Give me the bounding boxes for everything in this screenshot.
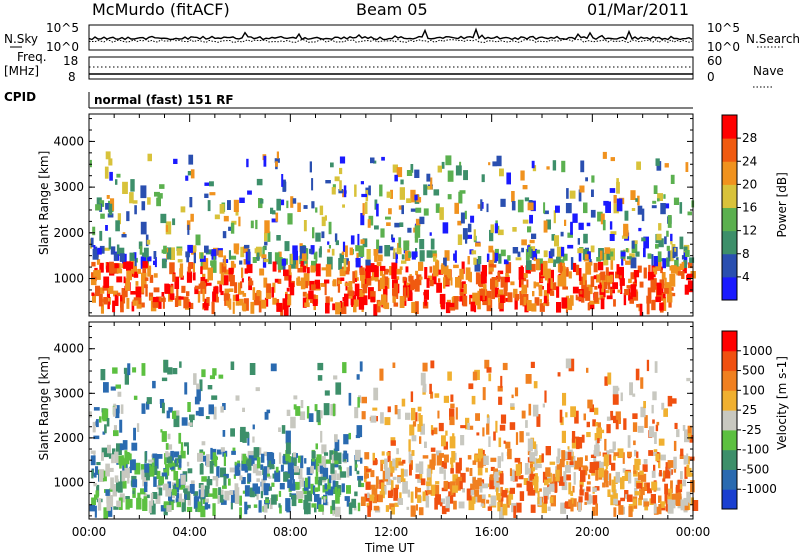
power-cbtick-6: 28 xyxy=(742,131,757,145)
power-ytick-3: 4000 xyxy=(53,134,84,148)
power-cbtick-0: 4 xyxy=(742,270,750,284)
freq-strip: Freq. [MHz] 18 8 60 0 Nave xyxy=(4,50,784,88)
nsky-series xyxy=(88,27,693,41)
velocity-ylabel: Slant Range [km] xyxy=(37,356,51,460)
nsearch-label: N.Search xyxy=(746,32,800,46)
date-title: 01/Mar/2011 xyxy=(587,0,689,19)
power-cbtick-4: 20 xyxy=(742,177,757,191)
beam-title: Beam 05 xyxy=(356,0,428,19)
power-colorbar: 4 8 12 16 20 24 28 Power [dB] xyxy=(721,114,789,301)
velocity-cbtick-1: 500 xyxy=(742,364,765,378)
velocity-cbtick-3: 25 xyxy=(742,403,757,417)
x-axis-label: Time UT xyxy=(364,541,415,554)
xtick-2: 08:00 xyxy=(273,525,308,539)
xtick-6: 00:00 xyxy=(676,525,711,539)
velocity-cblabel: Velocity [m s-1] xyxy=(775,356,789,450)
velocity-ytick-2: 3000 xyxy=(53,386,84,400)
velocity-cbtick-2: 100 xyxy=(742,383,765,397)
nsky-tick-low: 10^0 xyxy=(46,40,79,54)
power-cbtick-3: 16 xyxy=(742,201,757,215)
nsky-strip: N.Sky 10^5 10^0 10^5 10^0 N.Search xyxy=(4,21,800,54)
velocity-cbtick-6: -500 xyxy=(742,462,769,476)
xtick-4: 16:00 xyxy=(474,525,509,539)
power-cblabel: Power [dB] xyxy=(775,172,789,237)
power-heatmap-cells xyxy=(89,151,696,316)
freq-label-2: [MHz] xyxy=(4,64,39,78)
velocity-ytick-0: 1000 xyxy=(53,475,84,489)
power-ylabel: Slant Range [km] xyxy=(37,151,51,255)
velocity-ytick-1: 2000 xyxy=(53,431,84,445)
nave-tick-high: 60 xyxy=(707,54,722,68)
power-cbtick-1: 8 xyxy=(742,247,750,261)
nsky-label: N.Sky xyxy=(4,32,38,46)
xtick-3: 12:00 xyxy=(374,525,409,539)
freq-tick-low: 8 xyxy=(68,70,76,84)
cpid-text: normal (fast) 151 RF xyxy=(94,93,234,107)
nsearch-series xyxy=(88,38,693,44)
freq-tick-high: 18 xyxy=(63,54,78,68)
nave-label: Nave xyxy=(753,64,784,78)
velocity-colorbar: 1000 500 100 25 -25 -100 -500 -1000 Velocity [m … xyxy=(721,330,789,510)
power-ytick-1: 2000 xyxy=(53,226,84,240)
velocity-cbtick-5: -100 xyxy=(742,443,769,457)
power-ytick-0: 1000 xyxy=(53,272,84,286)
station-title: McMurdo (fitACF) xyxy=(92,0,230,19)
power-cbtick-2: 12 xyxy=(742,224,757,238)
xtick-5: 20:00 xyxy=(575,525,610,539)
velocity-cbtick-7: -1000 xyxy=(742,482,777,496)
xtick-0: 00:00 xyxy=(72,525,107,539)
freq-label-1: Freq. xyxy=(17,50,47,64)
nsearch-tick-low: 10^0 xyxy=(707,40,740,54)
power-cbtick-5: 24 xyxy=(742,154,757,168)
xtick-1: 04:00 xyxy=(172,525,207,539)
velocity-heatmap-cells xyxy=(89,358,699,520)
nsearch-tick-high: 10^5 xyxy=(707,21,740,35)
power-ytick-2: 3000 xyxy=(53,180,84,194)
velocity-cbtick-0: 1000 xyxy=(742,344,773,358)
nave-tick-low: 0 xyxy=(707,70,715,84)
cpid-label: CPID xyxy=(4,90,36,104)
velocity-cbtick-4: -25 xyxy=(742,423,762,437)
nsky-tick-high: 10^5 xyxy=(46,21,79,35)
velocity-ytick-3: 4000 xyxy=(53,342,84,356)
